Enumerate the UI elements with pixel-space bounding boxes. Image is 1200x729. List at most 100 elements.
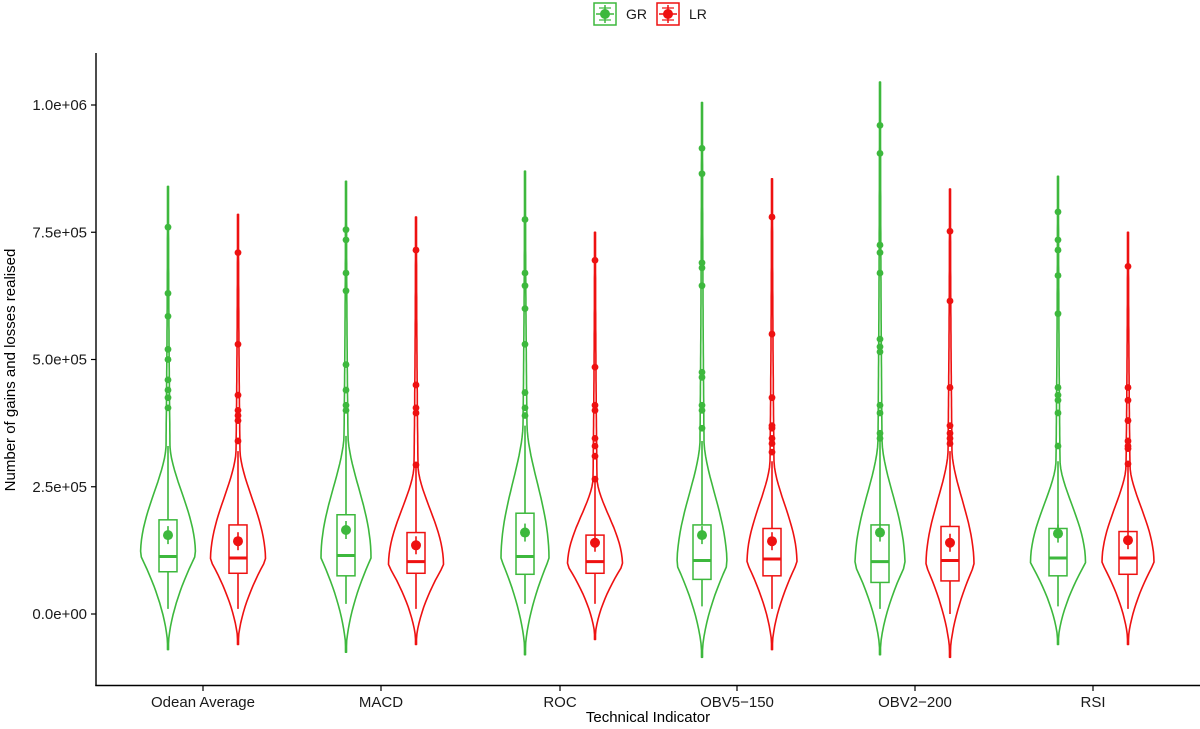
outlier-point <box>946 297 954 305</box>
iqr-box <box>940 525 960 582</box>
outlier-point <box>591 363 599 371</box>
mean-point <box>520 527 530 538</box>
outlier-point <box>768 394 776 402</box>
outlier-point <box>342 269 350 277</box>
outlier-point <box>164 394 172 402</box>
outlier-point <box>342 407 350 414</box>
outlier-point <box>1054 396 1062 404</box>
violin-lr-3 <box>746 178 798 651</box>
y-tick-label: 5.0e+05 <box>32 352 87 369</box>
outlier-point <box>946 422 954 430</box>
outlier-point <box>1124 460 1132 468</box>
outlier-point <box>876 335 884 343</box>
outlier-point <box>521 269 529 277</box>
outlier-point <box>591 475 599 483</box>
iqr-box <box>158 519 178 573</box>
outlier-point <box>412 404 420 412</box>
outlier-point <box>876 343 884 351</box>
legend-label: LR <box>689 6 707 22</box>
mean-point <box>767 536 777 547</box>
outlier-point <box>698 259 706 267</box>
outlier-point <box>768 434 776 442</box>
y-tick-label: 0.0e+00 <box>32 606 87 623</box>
legend-item-gr: GR <box>593 2 647 26</box>
outlier-point <box>164 386 172 394</box>
violin-lr-4 <box>925 188 975 659</box>
violin-lr-1 <box>387 216 445 646</box>
outlier-point <box>234 437 242 445</box>
outlier-point <box>342 226 350 234</box>
outlier-point <box>768 213 776 221</box>
outlier-point <box>1054 272 1062 279</box>
outlier-point <box>164 289 172 297</box>
violin-gr-0 <box>139 185 197 651</box>
plot-area <box>139 81 1155 659</box>
mean-point <box>233 536 243 547</box>
mean-point <box>1053 528 1063 539</box>
mean-point <box>1123 535 1133 546</box>
outlier-point <box>234 391 242 399</box>
violin-lr-0 <box>209 213 267 646</box>
outlier-point <box>591 256 599 264</box>
violin-outline <box>925 188 975 659</box>
outlier-point <box>876 348 884 356</box>
outlier-point <box>1054 236 1062 244</box>
y-axis-ticks: 0.0e+00 2.5e+05 5.0e+05 7.5e+05 1.0e+06 <box>32 97 96 623</box>
outlier-point <box>698 368 706 376</box>
outlier-point <box>876 409 884 417</box>
mean-point <box>411 540 421 551</box>
outlier-point <box>234 417 242 424</box>
mean-point <box>945 537 955 548</box>
outlier-point <box>768 448 776 456</box>
mean-point <box>163 530 173 541</box>
outlier-point <box>521 412 529 419</box>
outlier-point <box>1054 391 1062 399</box>
mean-point <box>875 527 885 538</box>
outlier-point <box>876 269 884 277</box>
outlier-point <box>876 434 884 442</box>
x-tick-label: ROC <box>543 694 577 711</box>
violin-gr-1 <box>320 180 372 653</box>
violin-gr-2 <box>500 170 550 656</box>
violin-gr-3 <box>676 101 728 659</box>
outlier-point <box>234 249 242 257</box>
y-axis-title: Number of gains and losses realised <box>2 249 19 492</box>
outlier-point <box>521 282 529 290</box>
outlier-point <box>768 440 776 447</box>
outlier-point <box>946 440 954 447</box>
outlier-point <box>876 401 884 409</box>
outlier-point <box>1124 437 1132 445</box>
outlier-point <box>946 227 954 235</box>
outlier-point <box>234 407 242 414</box>
violin-outline <box>387 216 445 646</box>
violin-gr-5 <box>1029 175 1087 646</box>
outlier-point <box>876 429 884 437</box>
violin-lr-5 <box>1101 231 1155 646</box>
outlier-point <box>591 452 599 460</box>
outlier-point <box>412 381 420 389</box>
outlier-point <box>946 384 954 391</box>
legend-label: GR <box>626 6 647 22</box>
outlier-point <box>698 401 706 409</box>
outlier-point <box>591 442 599 450</box>
outlier-point <box>342 386 350 394</box>
violin-outline <box>1029 175 1087 646</box>
outlier-point <box>698 170 706 178</box>
outlier-point <box>1054 310 1062 318</box>
outlier-point <box>768 424 776 432</box>
outlier-point <box>1054 409 1062 417</box>
legend: GR LR <box>593 2 707 26</box>
outlier-point <box>698 407 706 414</box>
violin-outline <box>854 81 906 656</box>
y-tick-label: 7.5e+05 <box>32 224 87 241</box>
outlier-point <box>1054 442 1062 450</box>
x-tick-label: Odean Average <box>151 694 255 711</box>
outlier-point <box>876 241 884 249</box>
outlier-point <box>1124 396 1132 404</box>
outlier-point <box>412 461 420 469</box>
outlier-point <box>234 412 242 419</box>
outlier-point <box>164 345 172 353</box>
outlier-point <box>521 404 529 412</box>
outlier-point <box>876 249 884 257</box>
